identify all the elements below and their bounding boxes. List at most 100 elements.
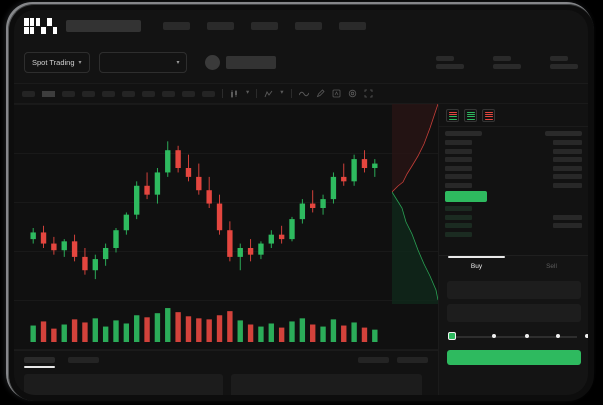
order-book-ask-row[interactable] [445,174,582,179]
order-book-header [445,131,582,136]
timeframe-button-10[interactable] [202,90,215,97]
toolbar-divider [290,89,292,98]
bottom-tab-open-orders[interactable] [24,357,55,368]
magnet-icon[interactable] [332,89,341,98]
stat-value [436,64,464,69]
tab-label [24,357,55,363]
order-book-bid-row[interactable] [445,214,582,220]
toolbar-divider [256,89,258,98]
bottom-action-1[interactable] [358,357,389,363]
candle-type-chevron-icon[interactable]: ▾ [246,89,250,97]
bottom-card-2[interactable] [231,373,422,395]
submit-order-button[interactable] [447,350,581,365]
fullscreen-icon[interactable] [364,89,373,98]
trading-app-screen: Spot Trading ▾ ▾ [14,10,588,395]
stat-value [493,64,521,69]
order-book-bid-row[interactable] [445,231,582,237]
market-stats [436,56,578,69]
stat-block-1 [436,56,464,69]
line-chart-icon[interactable] [298,90,309,98]
stat-block-3 [550,56,578,69]
timeframe-button-9[interactable] [182,90,195,97]
top-navigation-bar [14,10,588,42]
orderbook-mode-bids-icon[interactable] [464,109,477,122]
device-frame: Spot Trading ▾ ▾ [8,4,594,401]
market-type-label: Spot Trading [32,58,75,67]
order-side-tabs: Buy Sell [439,256,588,276]
last-price-group [204,55,276,70]
trading-pair-select[interactable]: ▾ [98,52,187,73]
timeframe-button-4[interactable] [82,90,95,97]
slider-node-75[interactable] [556,334,561,338]
column-header-price [445,131,482,136]
instrument-bar: Spot Trading ▾ ▾ [14,42,588,84]
tab-buy[interactable]: Buy [439,256,514,276]
slider-node-25[interactable] [491,334,496,338]
nav-item-4[interactable] [295,22,322,30]
tab-sell[interactable]: Sell [546,263,557,270]
amount-input[interactable] [447,304,581,322]
timeframe-button-5[interactable] [102,90,115,97]
volume-histogram [30,308,378,342]
price-chart[interactable] [14,104,438,350]
chevron-down-icon: ▾ [78,59,82,66]
bottom-card-1[interactable] [24,373,223,395]
timeframe-button-2[interactable] [42,90,55,97]
slider-handle[interactable] [448,332,456,340]
order-book-last-price [445,191,487,202]
indicators-chevron-icon[interactable]: ▾ [280,89,284,97]
timeframe-button-1[interactable] [22,90,35,97]
tab-label [68,357,99,363]
slider-track [451,336,577,338]
indicators-icon[interactable] [264,90,273,98]
stat-value [550,64,578,69]
stat-label [550,56,568,61]
percent-slider[interactable] [448,332,588,341]
order-book[interactable] [439,127,588,237]
orders-panel-actions [358,357,428,363]
bottom-action-2[interactable] [397,357,428,363]
search-input[interactable] [66,20,141,32]
column-header-amount [545,131,582,136]
last-price-value [225,56,276,69]
slider-node-100[interactable] [585,334,588,338]
orders-panel-tabs [14,351,438,368]
slider-node-50[interactable] [524,334,529,338]
nav-items [163,22,366,30]
pencil-draw-icon[interactable] [316,89,325,98]
nav-item-1[interactable] [163,22,190,30]
orderbook-mode-asks-icon[interactable] [482,109,495,122]
chart-toolbar: ▾ ▾ [14,84,588,104]
order-entry-form: Buy Sell [439,255,588,395]
chart-gridlines [14,104,438,350]
market-type-select[interactable]: Spot Trading ▾ [24,52,90,73]
orderbook-mode-both-icon[interactable] [446,109,459,122]
nav-item-2[interactable] [207,22,234,30]
timeframe-button-3[interactable] [62,90,75,97]
order-book-bid-row[interactable] [445,206,582,211]
okx-logo-icon[interactable] [24,18,57,34]
orders-panel-cards [14,368,438,395]
timeframe-button-6[interactable] [122,90,135,97]
candle-type-icon[interactable] [230,89,239,98]
stat-block-2 [493,56,521,69]
bottom-tab-order-history[interactable] [68,357,99,368]
nav-item-3[interactable] [251,22,278,30]
order-book-ask-row[interactable] [445,148,582,154]
price-input[interactable] [447,281,581,299]
stat-label [493,56,511,61]
settings-gear-icon[interactable] [348,89,357,98]
timeframe-button-8[interactable] [162,90,175,97]
order-book-ask-row[interactable] [445,182,582,188]
order-book-bid-row[interactable] [445,223,582,228]
chevron-down-icon: ▾ [176,59,180,66]
order-book-ask-row[interactable] [445,165,582,171]
order-book-ask-row[interactable] [445,157,582,162]
order-book-ask-row[interactable] [445,140,582,145]
depth-chart-overlay [392,104,438,304]
candlestick-series [30,141,378,280]
orders-panel [14,350,438,395]
nav-item-5[interactable] [339,22,366,30]
stat-label [436,56,454,61]
timeframe-button-7[interactable] [142,90,155,97]
